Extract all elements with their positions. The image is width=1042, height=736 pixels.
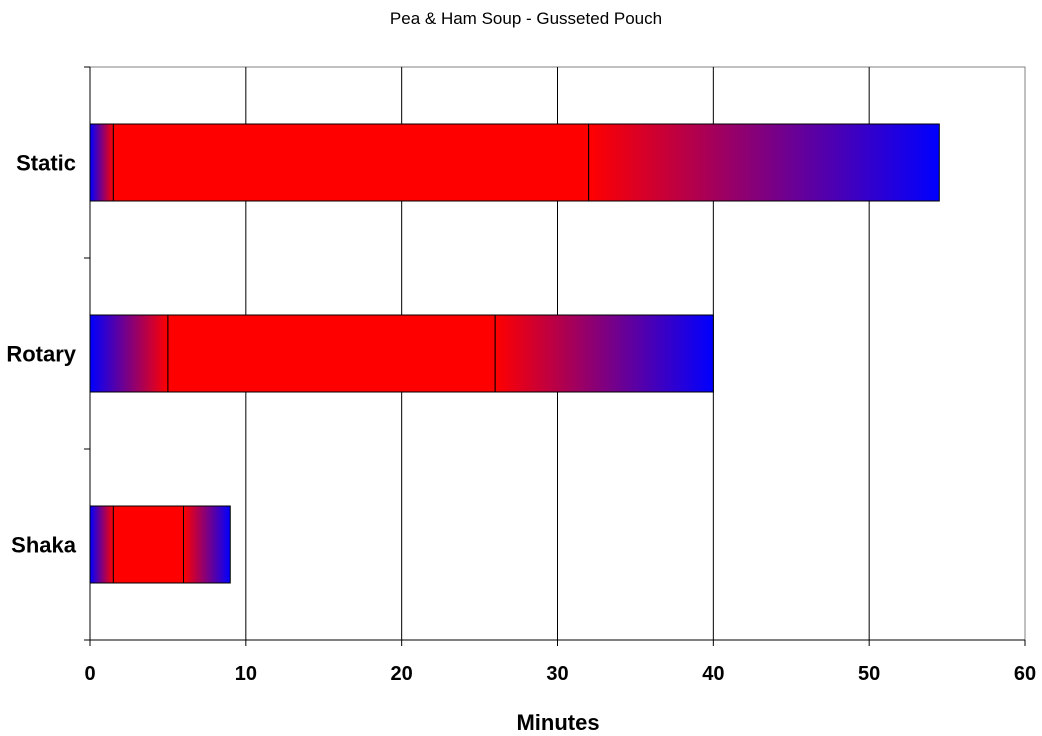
x-tick-label-60: 60: [1014, 663, 1036, 685]
y-tick-label-shaka: Shaka: [11, 533, 77, 558]
bar-shaka-segment-2: [112, 505, 184, 584]
x-tick-label-30: 30: [546, 663, 568, 685]
bar-shaka-segment-3: [183, 505, 231, 584]
bar-static-segment-3: [588, 123, 940, 202]
x-tick-label-20: 20: [391, 663, 413, 685]
chart-title: Pea & Ham Soup - Gusseted Pouch: [390, 9, 662, 28]
bar-rotary-segment-3: [494, 314, 714, 393]
bar-static-segment-1: [89, 123, 114, 202]
axes-layer: Static Rotary Shaka 0 10 20 30 40 50 60: [6, 66, 1036, 685]
x-tick-label-40: 40: [702, 663, 724, 685]
bar-static-segment-2: [112, 123, 590, 202]
x-axis-label: Minutes: [516, 710, 599, 735]
x-tick-label-0: 0: [84, 663, 95, 685]
bar-shaka-segment-1: [89, 505, 114, 584]
bar-rotary-segment-1: [89, 314, 169, 393]
x-tick-label-50: 50: [858, 663, 880, 685]
y-tick-label-rotary: Rotary: [6, 342, 76, 367]
bar-rotary-segment-2: [167, 314, 496, 393]
bars-layer: [89, 123, 940, 584]
x-tick-label-10: 10: [235, 663, 257, 685]
y-tick-label-static: Static: [16, 151, 76, 176]
